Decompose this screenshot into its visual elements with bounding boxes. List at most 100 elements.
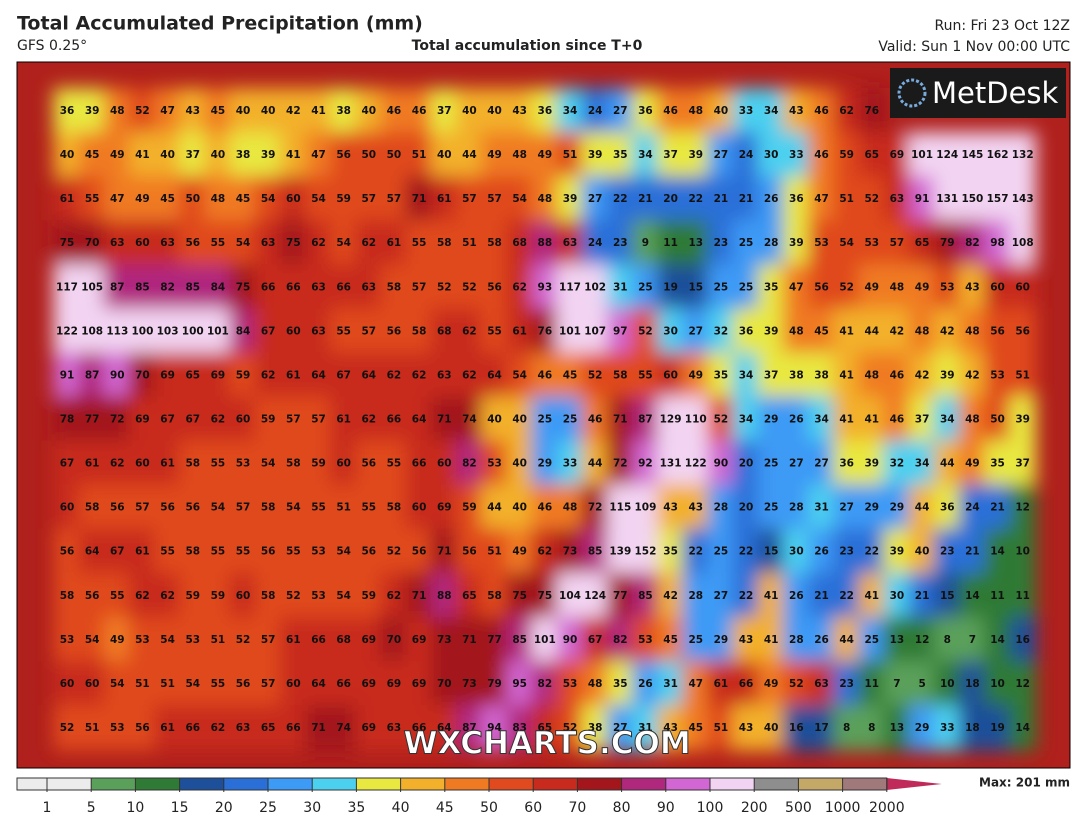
grid-value: 54 — [512, 193, 527, 205]
grid-value: 101 — [559, 325, 581, 337]
field-cell — [154, 616, 182, 663]
grid-value: 25 — [538, 413, 553, 425]
field-cell — [606, 660, 634, 707]
subtitle: Total accumulation since T+0 — [412, 38, 643, 54]
colorbar-segment — [356, 778, 401, 790]
field-cell — [304, 132, 333, 179]
logo: MetDesk — [932, 76, 1059, 110]
grid-value: 73 — [563, 546, 578, 558]
field-cell — [1009, 132, 1037, 179]
valid: Valid: Sun 1 Nov 00:00 UTC — [878, 39, 1070, 55]
grid-value: 35 — [764, 281, 779, 293]
colorbar-label: 90 — [657, 800, 675, 816]
grid-value: 57 — [462, 193, 477, 205]
field-cell — [154, 528, 182, 575]
field-cell — [430, 132, 458, 179]
grid-value: 41 — [864, 413, 879, 425]
field-cell — [858, 704, 886, 752]
grid-value: 84 — [211, 281, 226, 293]
grid-value: 157 — [987, 193, 1009, 205]
field-cell — [204, 220, 232, 267]
grid-value: 60 — [1015, 281, 1030, 293]
field-cell — [330, 528, 358, 575]
grid-value: 25 — [764, 458, 779, 470]
grid-value: 58 — [437, 237, 452, 249]
grid-value: 20 — [739, 502, 754, 514]
field-cell — [355, 308, 383, 355]
grid-value: 53 — [236, 458, 251, 470]
field-cell — [279, 616, 307, 663]
grid-value: 82 — [462, 458, 477, 470]
grid-value: 11 — [1015, 590, 1030, 602]
field-cell — [707, 440, 735, 487]
grid-value: 40 — [437, 149, 452, 161]
grid-value: 52 — [462, 281, 477, 293]
grid-value: 49 — [688, 369, 703, 381]
grid-value: 24 — [739, 149, 754, 161]
field-cell — [682, 616, 710, 663]
grid-value: 57 — [361, 193, 376, 205]
field-cell — [631, 132, 660, 179]
field-cell — [179, 484, 207, 531]
field-cell — [983, 484, 1012, 531]
field-cell — [455, 484, 483, 531]
grid-value: 60 — [236, 590, 251, 602]
grid-value: 44 — [864, 325, 879, 337]
grid-value: 44 — [588, 458, 603, 470]
field-cell — [53, 220, 81, 267]
grid-value: 58 — [261, 590, 276, 602]
field-cell — [556, 660, 584, 707]
field-cell — [254, 220, 282, 267]
grid-value: 53 — [563, 678, 578, 690]
field-cell — [682, 704, 710, 752]
field-cell — [908, 528, 936, 575]
grid-value: 10 — [940, 678, 955, 690]
grid-value: 17 — [814, 722, 829, 734]
grid-value: 14 — [990, 634, 1005, 646]
grid-value: 40 — [512, 458, 527, 470]
field-cell — [581, 352, 609, 399]
colorbar: 1 5 10 15 20 25 30 35 40 45 50 60 70 80 90 100 200 500 100… — [16, 777, 942, 816]
field-cell — [581, 572, 609, 619]
field-cell — [883, 616, 911, 663]
grid-value: 52 — [236, 634, 251, 646]
field-cell — [154, 220, 182, 267]
grid-value: 87 — [110, 281, 125, 293]
grid-value: 44 — [839, 634, 854, 646]
grid-value: 98 — [990, 237, 1005, 249]
grid-value: 68 — [512, 237, 527, 249]
grid-value: 67 — [160, 413, 175, 425]
grid-value: 91 — [60, 369, 75, 381]
grid-value: 44 — [487, 502, 502, 514]
field-cell — [581, 308, 609, 355]
field-cell — [430, 220, 458, 267]
grid-value: 54 — [110, 678, 125, 690]
grid-value: 73 — [462, 678, 477, 690]
field-cell — [657, 308, 685, 355]
grid-value: 46 — [412, 105, 427, 117]
field-cell — [833, 616, 861, 663]
grid-value: 78 — [60, 413, 75, 425]
grid-value: 48 — [965, 413, 980, 425]
grid-value: 53 — [864, 237, 879, 249]
grid-value: 52 — [135, 105, 150, 117]
grid-value: 16 — [789, 722, 804, 734]
field-cell — [682, 528, 710, 575]
field-cell — [581, 132, 609, 179]
grid-value: 34 — [915, 458, 930, 470]
grid-value: 72 — [613, 458, 628, 470]
field-cell — [531, 704, 559, 752]
grid-value: 64 — [311, 678, 326, 690]
grid-value: 14 — [1015, 722, 1030, 734]
field-cell — [179, 572, 207, 619]
field-cell — [304, 308, 333, 355]
field-cell — [707, 616, 735, 663]
grid-value: 26 — [814, 634, 829, 646]
field-cell — [128, 528, 157, 575]
grid-value: 107 — [584, 325, 606, 337]
field-cell — [53, 176, 81, 223]
grid-value: 52 — [789, 678, 804, 690]
field-cell — [330, 352, 358, 399]
grid-value: 45 — [663, 634, 678, 646]
colorbar-label: 50 — [480, 800, 498, 816]
